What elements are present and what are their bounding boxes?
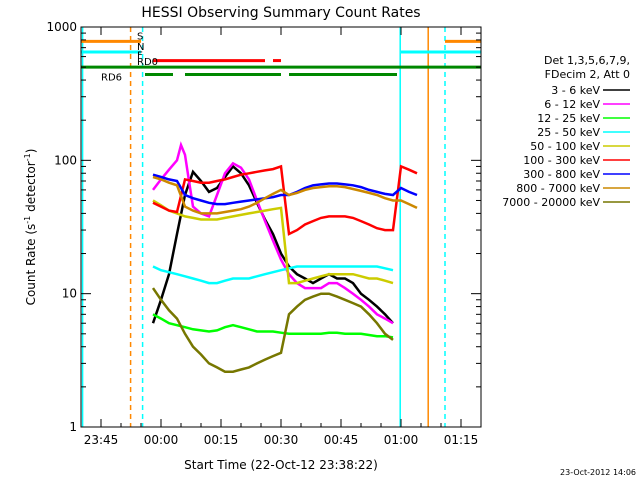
- flag-label-rd0: RD0: [137, 57, 158, 68]
- x-tick-label-0: 23:45: [84, 433, 119, 447]
- series-line-5: [152, 164, 418, 236]
- legend-header-line-2: FDecim 2, Att 0: [545, 68, 630, 81]
- series-line-3: [152, 265, 394, 285]
- flag-label-f: F: [137, 51, 143, 62]
- series-line-6: [152, 173, 418, 206]
- y-tick-label-3: 1000: [46, 20, 77, 34]
- legend-header-line-1: Det 1,3,5,6,7,9,: [544, 54, 630, 67]
- series-line-0: [151, 164, 394, 325]
- y-axis-ticks: 1 10 100 1000: [46, 20, 481, 434]
- vertical-markers: [81, 27, 446, 427]
- legend-label-8: 7000 - 20000 keV: [502, 196, 600, 209]
- flag-label-s: S: [137, 31, 143, 42]
- y-tick-label-2: 100: [54, 153, 77, 167]
- plot-frame: [80, 26, 482, 428]
- x-tick-label-6: 01:15: [444, 433, 479, 447]
- series-line-7: [152, 175, 418, 215]
- y-tick-label-1: 10: [62, 287, 77, 301]
- x-tick-label-5: 01:00: [384, 433, 419, 447]
- legend: Det 1,3,5,6,7,9, FDecim 2, Att 0 3 - 6 k…: [502, 54, 630, 209]
- x-axis-label: Start Time (22-Oct-12 23:38:22): [184, 458, 378, 472]
- x-tick-label-4: 00:45: [324, 433, 359, 447]
- series-lines: [151, 141, 418, 373]
- legend-label-6: 300 - 800 keV: [523, 168, 600, 181]
- series-line-4: [152, 199, 394, 285]
- x-tick-label-3: 00:30: [264, 433, 299, 447]
- flag-label-n: N: [137, 42, 144, 53]
- legend-label-4: 50 - 100 keV: [530, 140, 600, 153]
- legend-label-3: 25 - 50 keV: [537, 126, 600, 139]
- series-line-8: [151, 287, 394, 373]
- x-tick-label-1: 00:00: [144, 433, 179, 447]
- chart-title: HESSI Observing Summary Count Rates: [141, 5, 420, 21]
- legend-label-2: 12 - 25 keV: [537, 112, 600, 125]
- y-tick-label-0: 1: [69, 420, 77, 434]
- legend-label-1: 6 - 12 keV: [544, 98, 600, 111]
- series-line-1: [152, 141, 394, 325]
- series-line-2: [152, 313, 394, 339]
- legend-label-5: 100 - 300 keV: [523, 154, 600, 167]
- timestamp-footer: 23-Oct-2012 14:06: [560, 468, 636, 477]
- y-axis-label: Count Rate (s-1 detector-1): [23, 149, 38, 306]
- x-tick-label-2: 00:15: [204, 433, 239, 447]
- flag-label-rd6: RD6: [101, 73, 122, 84]
- legend-label-7: 800 - 7000 keV: [516, 182, 600, 195]
- x-axis-ticks: 23:45 00:00 00:15 00:30 00:45 01:00 01:15: [80, 27, 482, 447]
- legend-label-0: 3 - 6 keV: [551, 84, 600, 97]
